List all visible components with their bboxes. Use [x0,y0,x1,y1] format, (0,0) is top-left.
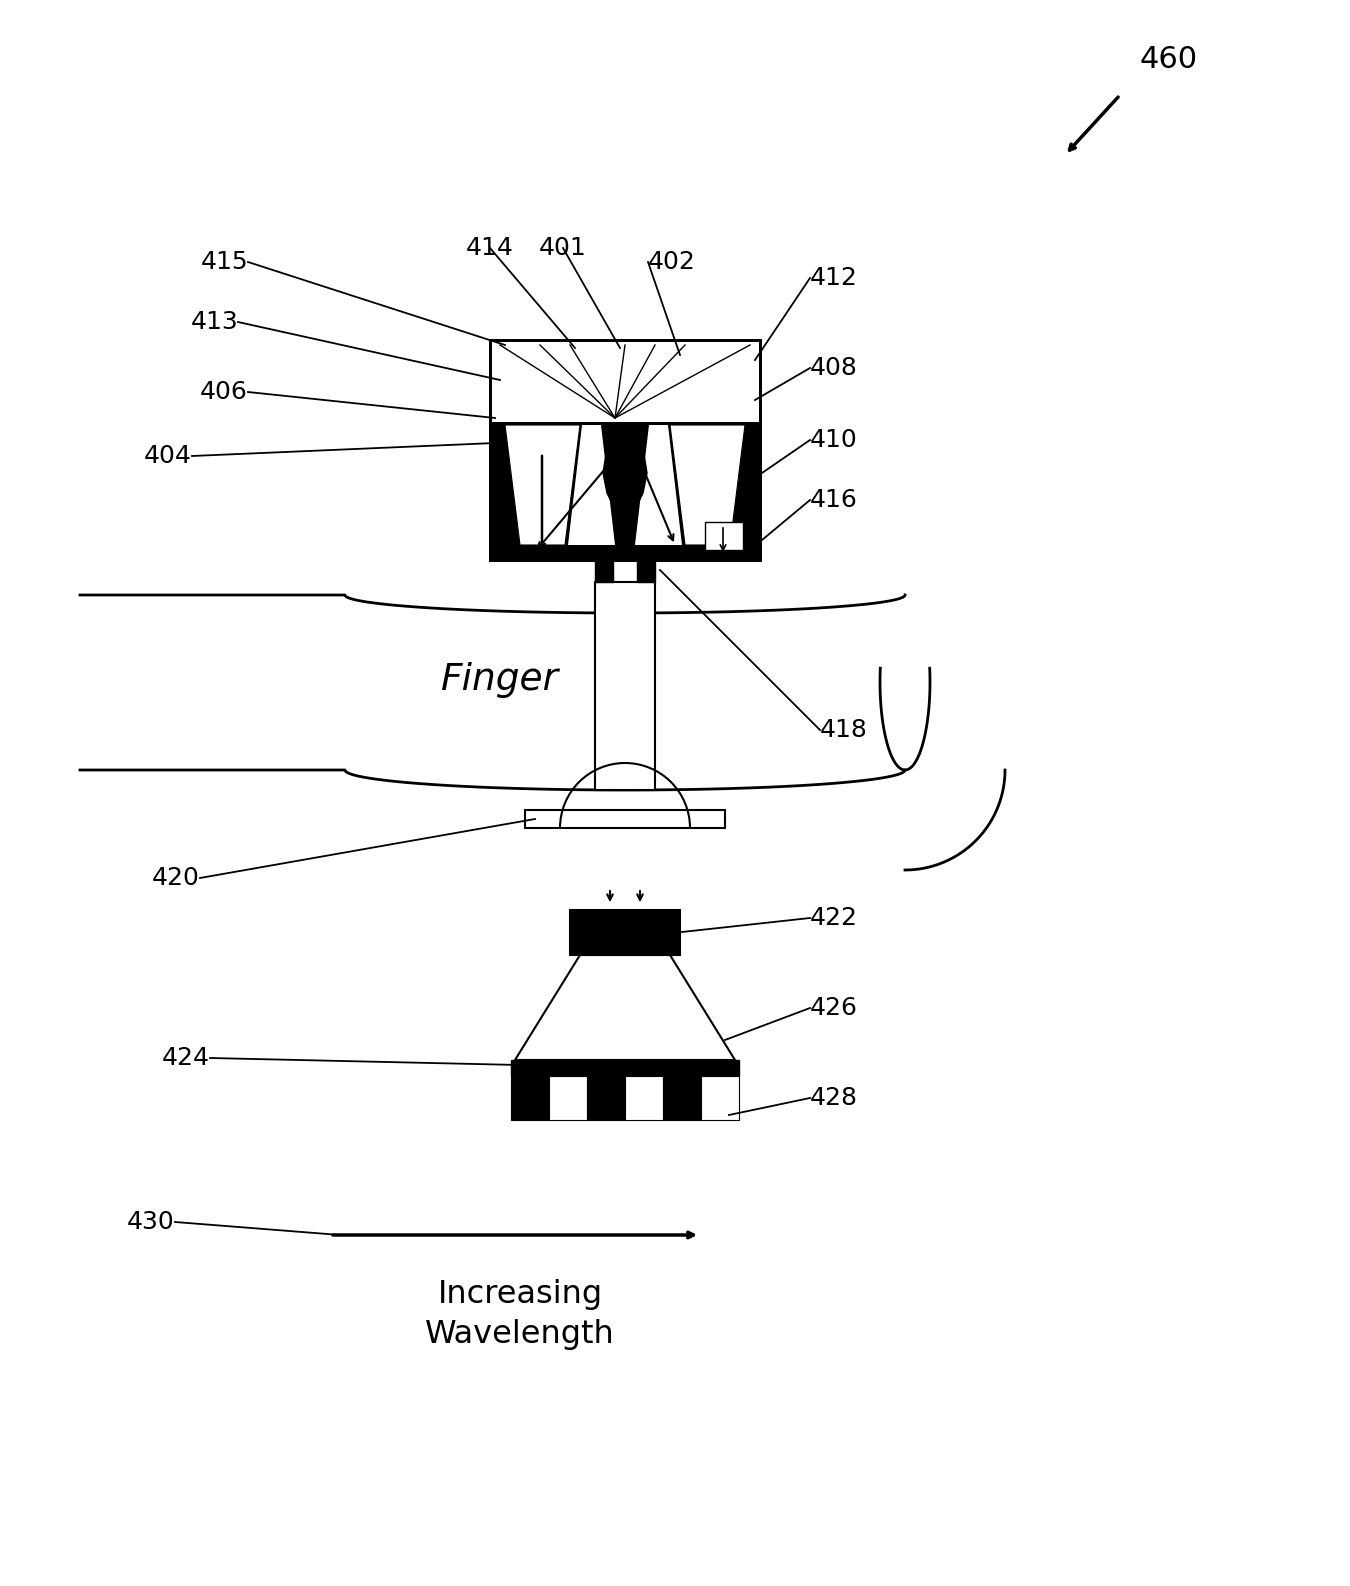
Text: 404: 404 [144,444,192,468]
Polygon shape [568,425,616,546]
Polygon shape [603,428,647,530]
Text: 460: 460 [1139,46,1199,75]
Bar [490,339,760,560]
Text: 408: 408 [810,355,857,381]
Text: 412: 412 [810,266,857,290]
Polygon shape [505,425,580,546]
Polygon shape [634,425,682,546]
Polygon shape [514,955,734,1059]
Bar [525,810,725,828]
Text: 401: 401 [539,236,587,260]
Bar [490,339,760,423]
Text: 413: 413 [190,309,238,335]
Bar [549,1075,587,1120]
Bar [512,1075,549,1120]
Text: 418: 418 [819,718,868,742]
Text: Wavelength: Wavelength [425,1320,614,1351]
Bar [637,560,655,582]
Text: 402: 402 [648,251,695,274]
Text: 415: 415 [200,251,248,274]
Bar [595,560,613,582]
Bar [512,1059,738,1075]
Bar [490,423,760,560]
Bar [705,522,743,550]
Text: 424: 424 [162,1047,211,1071]
Text: 430: 430 [127,1210,176,1234]
Text: 406: 406 [200,381,248,404]
Text: 410: 410 [810,428,857,452]
Bar [570,910,680,955]
Text: 422: 422 [810,906,859,929]
Bar [595,582,655,790]
Text: 426: 426 [810,996,859,1020]
Bar [701,1075,738,1120]
Text: 420: 420 [153,866,200,890]
Bar [625,1075,663,1120]
Text: Increasing: Increasing [437,1280,602,1310]
Text: Finger: Finger [441,661,559,698]
Text: 416: 416 [810,488,857,512]
Text: 428: 428 [810,1086,859,1110]
Text: 414: 414 [466,236,514,260]
Bar [587,1075,625,1120]
Bar [663,1075,701,1120]
Polygon shape [670,425,745,546]
